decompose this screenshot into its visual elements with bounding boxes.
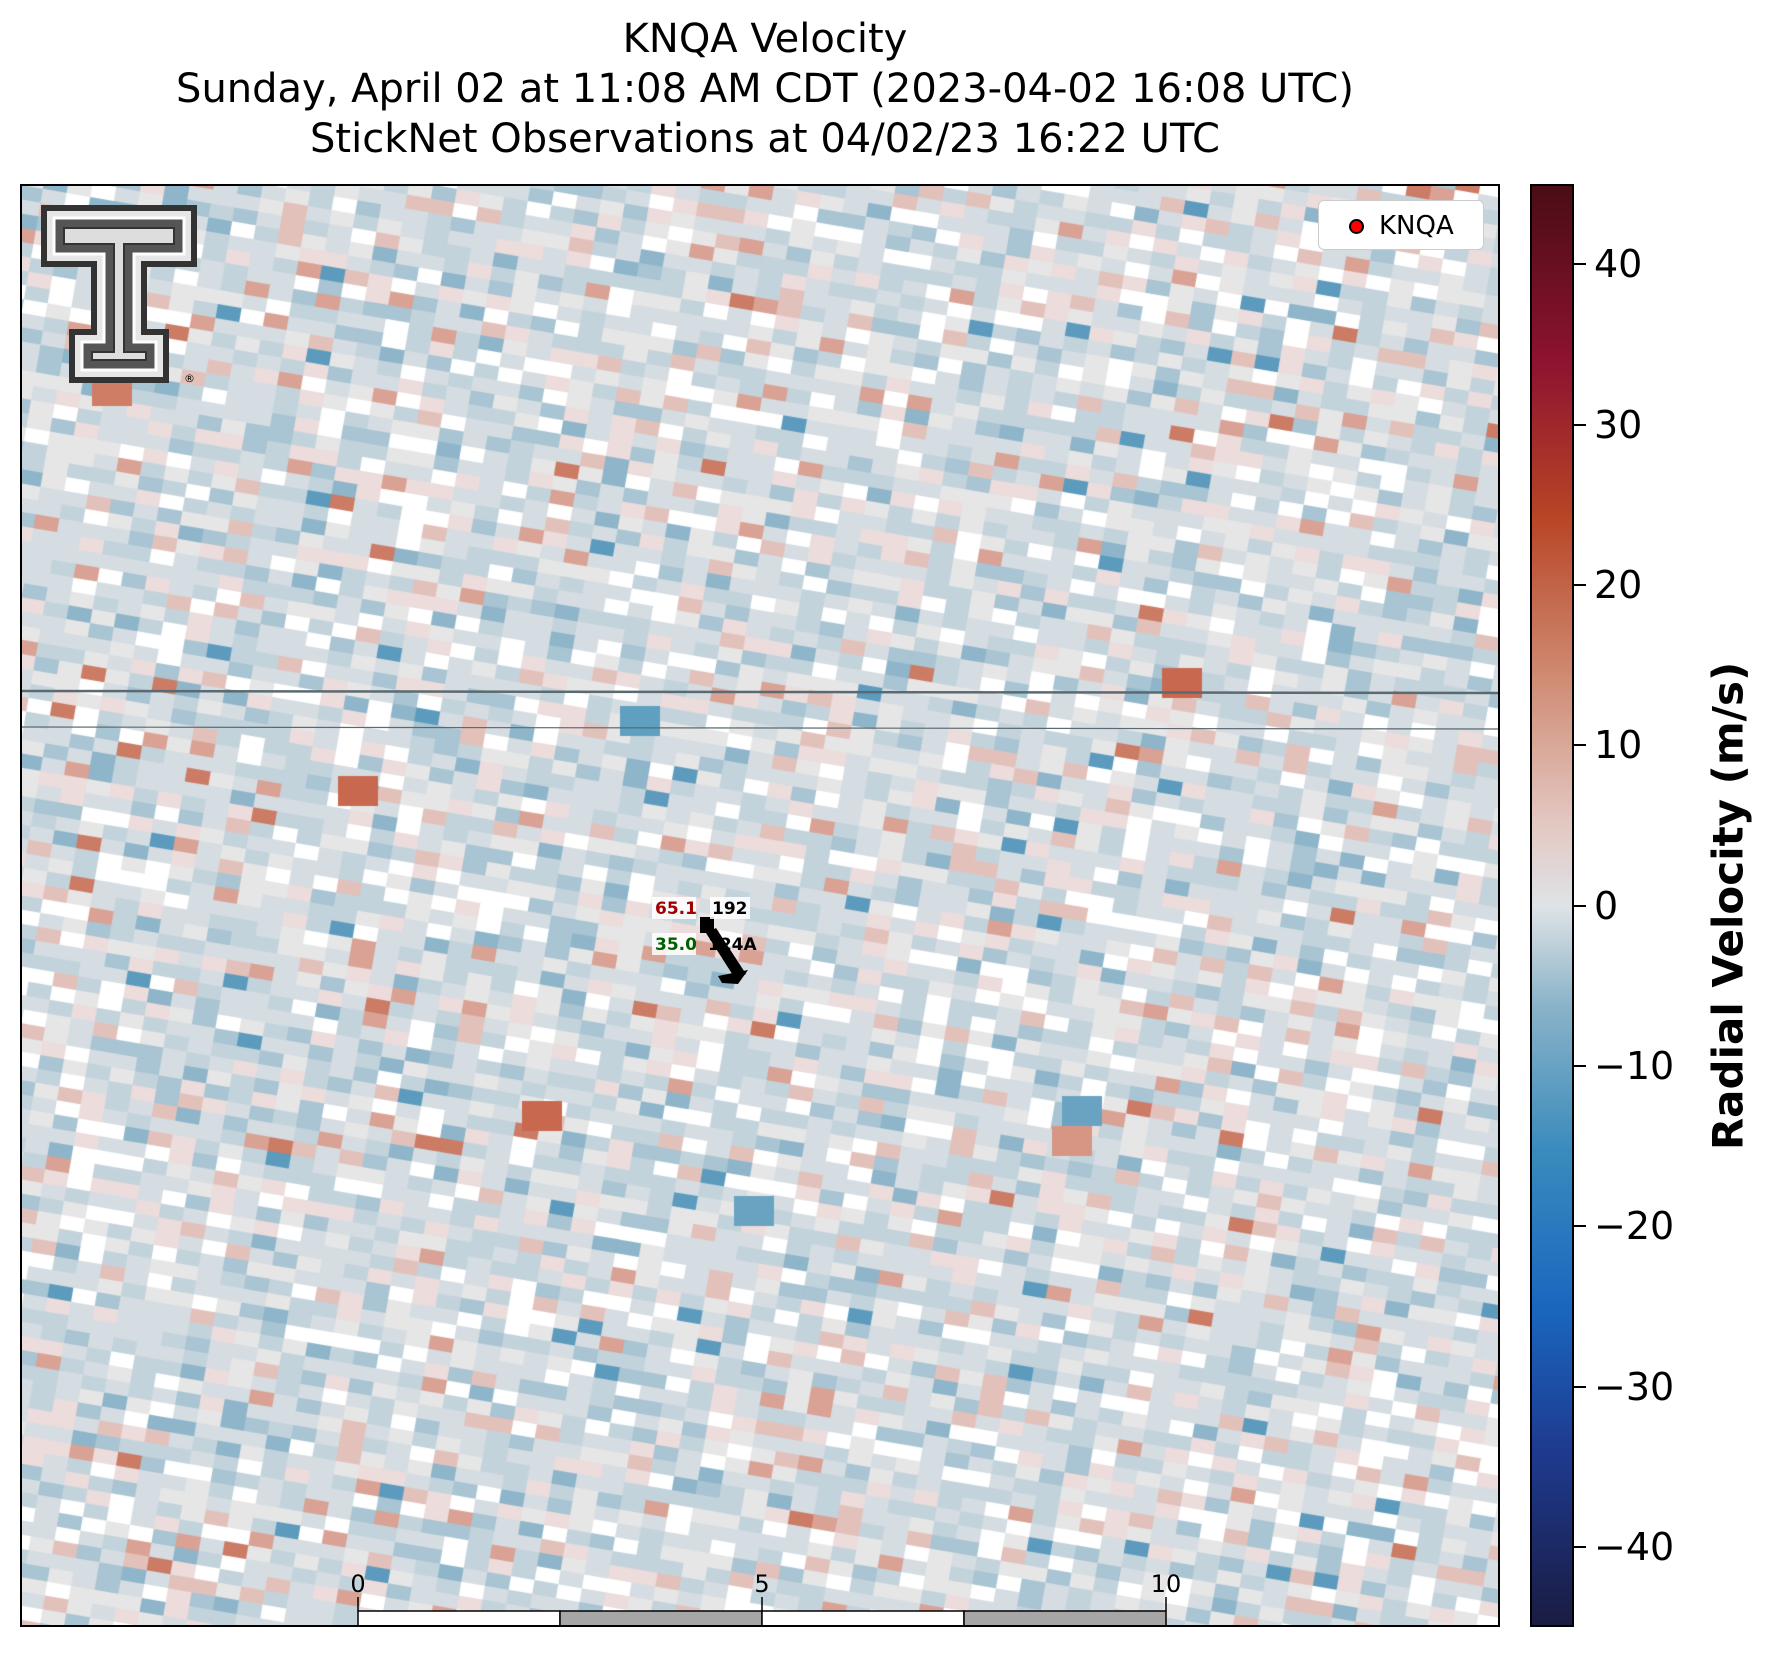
station-id: 124A [708,935,757,955]
map-subtitle-sticknet: StickNet Observations at 04/02/23 16:22 … [310,116,1220,162]
colorbar-tick-label: 30 [1594,402,1643,447]
legend-label: KNQA [1379,211,1454,241]
sticknet-station-124A[interactable]: 65.1 192 35.0 124A [652,897,757,984]
radar-site-marker-icon [1349,219,1364,234]
colorbar-tick-mark [1574,263,1586,266]
colorbar-tick-label: 20 [1594,562,1643,607]
scale-tick-10: 10 [1151,1570,1182,1598]
texas-tech-logo: ® [41,205,197,385]
colorbar-tick-label: −40 [1594,1524,1675,1569]
colorbar-tick-mark [1574,423,1586,426]
registered-mark: ® [184,372,195,385]
colorbar-tick-label: 40 [1594,242,1643,287]
colorbar-tick-mark [1574,744,1586,747]
colorbar-tick-mark [1574,904,1586,907]
boundary-line [22,689,1498,695]
boundary-line [22,726,1498,730]
colorbar-tick-mark [1574,583,1586,586]
colorbar-label: Radial Velocity (m/s) [1703,661,1753,1151]
velocity-colorbar [1530,184,1574,1627]
station-pressure: 192 [712,899,748,919]
station-temperature: 65.1 [655,899,697,919]
colorbar-tick-mark [1574,1545,1586,1548]
colorbar-tick-label: −10 [1594,1043,1675,1088]
radar-velocity-field [22,186,1498,1625]
colorbar-tick-mark [1574,1064,1586,1067]
colorbar-tick-mark [1574,1225,1586,1228]
scale-tick-0: 0 [350,1570,365,1598]
colorbar-tick-label: −30 [1594,1364,1675,1409]
map-subtitle-time: Sunday, April 02 at 11:08 AM CDT (2023-0… [176,66,1354,112]
map-legend: KNQA [1318,200,1484,250]
colorbar-tick-label: 0 [1594,883,1619,928]
wind-barb-icon [706,928,746,980]
scale-tick-5: 5 [754,1570,769,1598]
wind-barb-flag-icon [718,970,748,984]
radar-map[interactable]: ® 65.1 192 35.0 124A 0 5 10 k [20,184,1500,1627]
map-title: KNQA Velocity [622,16,908,62]
colorbar-tick-label: 10 [1594,723,1643,768]
station-dewpoint: 35.0 [655,935,697,955]
colorbar-tick-mark [1574,1385,1586,1388]
colorbar-tick-label: −20 [1594,1204,1675,1249]
scale-bar: 0 5 10 km [350,1570,1181,1625]
